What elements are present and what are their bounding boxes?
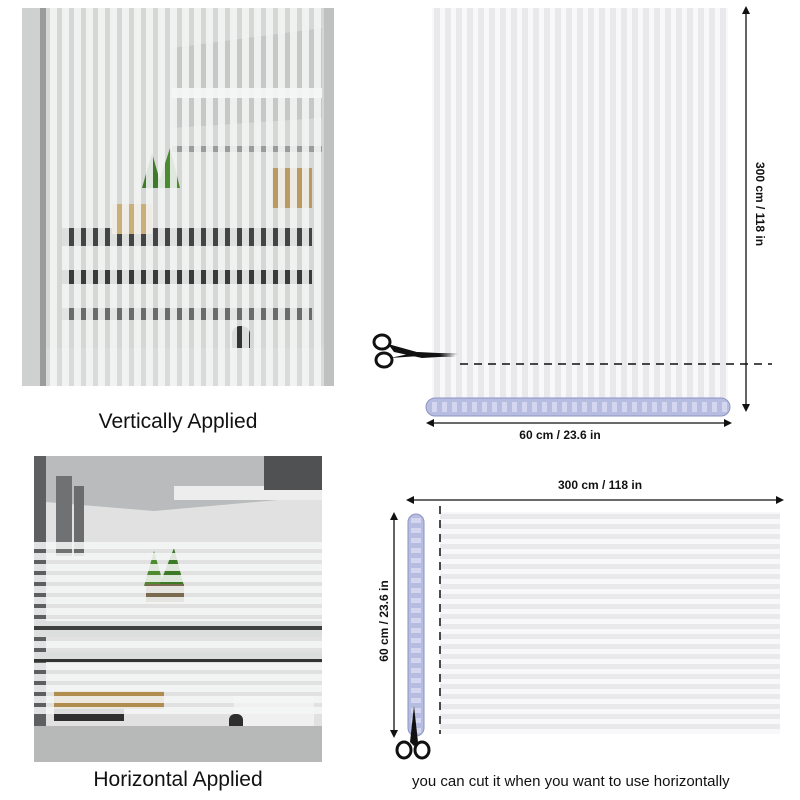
scissors-icon — [372, 333, 458, 369]
film-roll-icon — [425, 397, 731, 417]
vertical-applied-photo — [22, 8, 334, 386]
vertical-height-label: 300 cm / 118 in — [753, 161, 767, 247]
arrow-icon — [742, 6, 750, 412]
scissors-icon — [395, 706, 431, 760]
horizontal-length-label: 300 cm / 118 in — [557, 478, 643, 492]
arrow-icon — [406, 496, 784, 504]
vertical-applied-caption: Vertically Applied — [98, 410, 258, 433]
horizontal-width-label: 60 cm / 23.6 in — [377, 580, 391, 662]
horizontal-applied-photo — [34, 456, 322, 762]
vertical-film-diagram — [360, 0, 800, 450]
film-roll-icon — [407, 513, 425, 737]
vertical-width-label: 60 cm / 23.6 in — [519, 428, 601, 442]
cut-horizontally-note: you can cut it when you want to use hori… — [412, 773, 730, 790]
horizontal-film-diagram — [370, 470, 800, 770]
horizontal-applied-caption: Horizontal Applied — [93, 768, 263, 791]
